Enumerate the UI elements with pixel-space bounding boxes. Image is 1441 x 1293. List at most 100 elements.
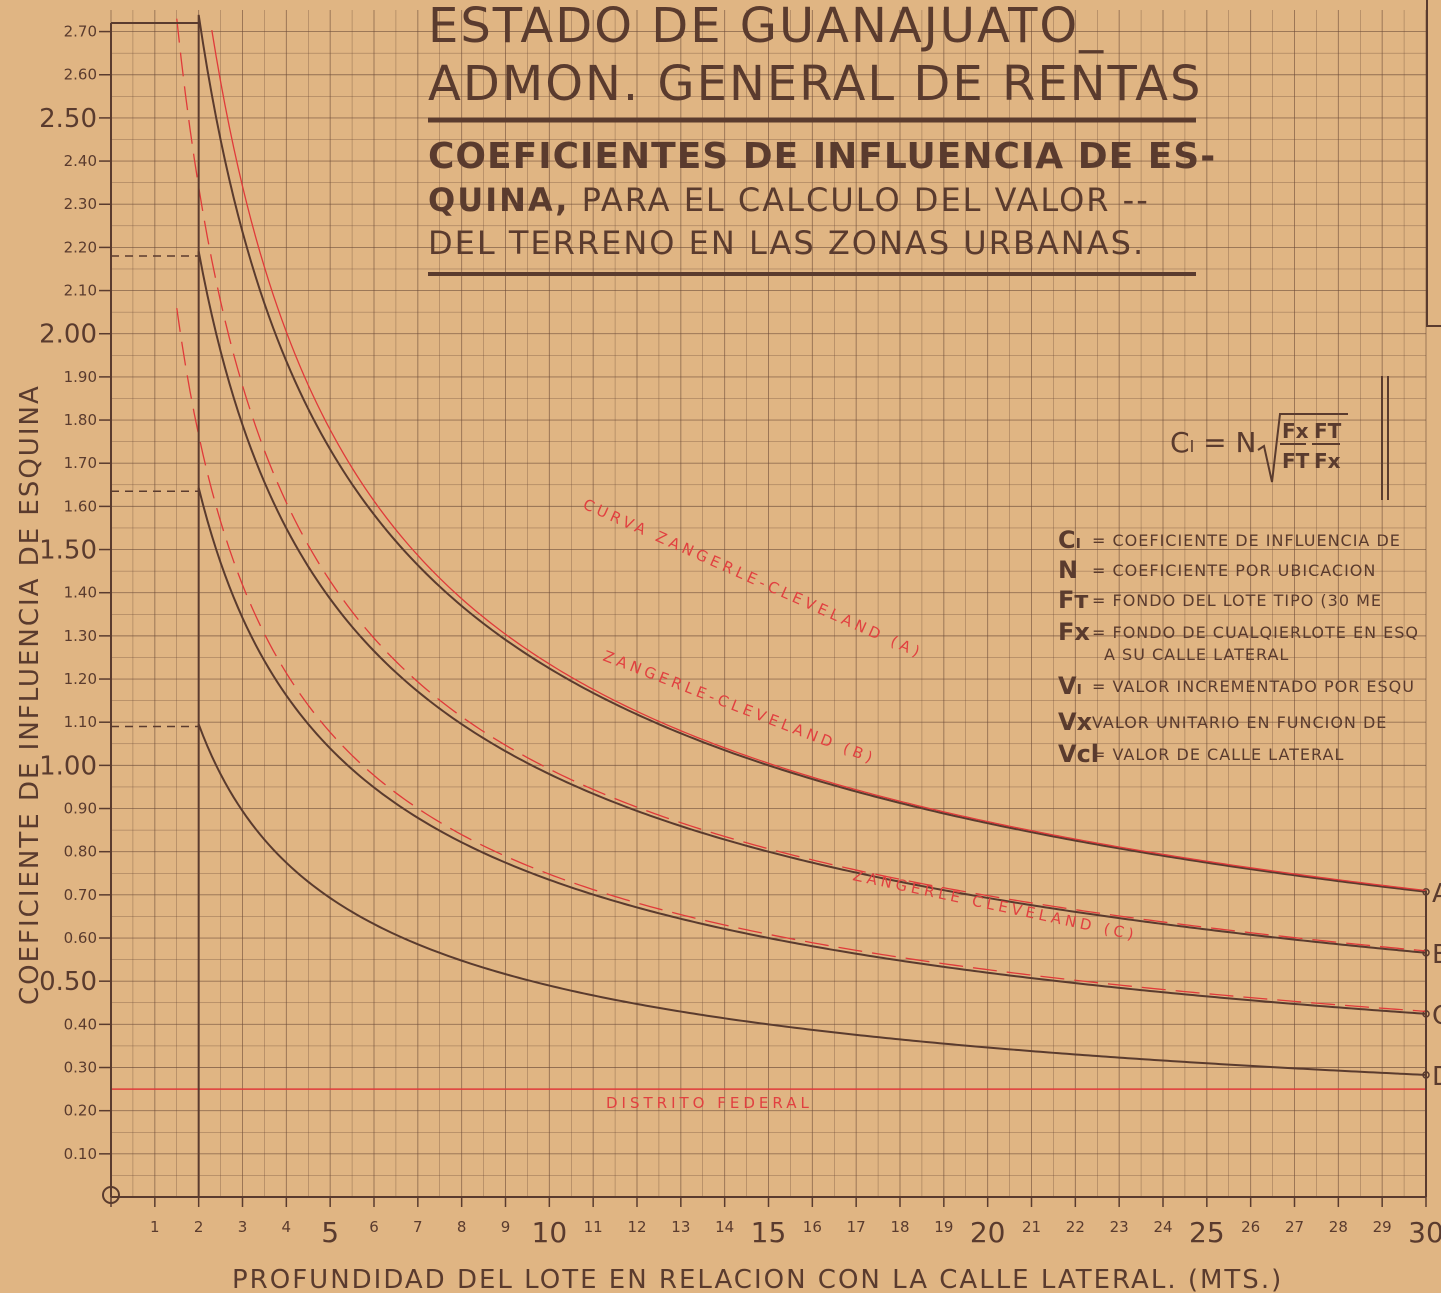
legend-text: = VALOR INCREMENTADO POR ESQU xyxy=(1092,677,1415,696)
legend-symbol: Fт xyxy=(1058,586,1088,614)
formula-root-sign xyxy=(1257,413,1348,483)
curve-end-label: B xyxy=(1432,940,1441,970)
legend-symbol: Fx xyxy=(1058,618,1090,646)
y-tick-label: 2.10 xyxy=(64,282,97,300)
curves-group: A B C D xyxy=(111,14,1441,1092)
legend-symbol: Vcl xyxy=(1058,740,1099,768)
x-tick-label: 24 xyxy=(1153,1218,1172,1236)
x-tick-label: 20 xyxy=(970,1216,1006,1249)
ref-label-c: ZANGERLE CLEVELAND (C) xyxy=(851,866,1139,944)
curve-end-label: C xyxy=(1432,1001,1441,1031)
x-tick-label: 13 xyxy=(671,1218,690,1236)
x-tick-label: 25 xyxy=(1189,1216,1225,1249)
x-tick-label: 12 xyxy=(627,1218,646,1236)
y-tick-label: 0.90 xyxy=(64,800,97,818)
legend-text: = FONDO DE CUALQIERLOTE EN ESQ xyxy=(1092,623,1419,642)
x-tick-label: 10 xyxy=(532,1216,568,1249)
y-tick-label: 0.20 xyxy=(64,1102,97,1120)
formula-den-2: Fx xyxy=(1314,449,1341,473)
x-tick-label: 26 xyxy=(1241,1218,1260,1236)
legend-symbol: Cₗ xyxy=(1058,526,1081,554)
x-tick-label: 11 xyxy=(584,1218,603,1236)
y-tick-label: 2.50 xyxy=(39,104,97,134)
x-tick-label: 2 xyxy=(194,1218,204,1236)
y-tick-label: 2.00 xyxy=(39,320,97,350)
x-tick-label: 4 xyxy=(282,1218,292,1236)
curve-a xyxy=(197,14,1427,893)
x-tick-label: 23 xyxy=(1110,1218,1129,1236)
curve-end-label: D xyxy=(1432,1062,1441,1092)
y-tick-label: 1.30 xyxy=(64,627,97,645)
curve-b xyxy=(197,251,1427,954)
x-tick-label: 21 xyxy=(1022,1218,1041,1236)
x-tick-label: 29 xyxy=(1373,1218,1392,1236)
subtitle-line-2-rest: PARA EL CALCULO DEL VALOR -- xyxy=(569,181,1149,219)
legend-symbol: Vₗ xyxy=(1058,672,1082,700)
y-tick-label: 0.10 xyxy=(64,1145,97,1163)
ref-label-a: CURVA ZANGERLE-CLEVELAND (A) xyxy=(580,495,926,662)
y-tick-label: 1.70 xyxy=(64,454,97,472)
x-tick-label: 22 xyxy=(1066,1218,1085,1236)
x-tick-label: 6 xyxy=(369,1218,379,1236)
axes-group: 0.10 0.20 0.30 0.40 0.50 0.60 0.70 0.80 0.90 1.00… xyxy=(39,21,1441,1249)
title-line-1: ESTADO DE GUANAJUATO_ xyxy=(428,0,1105,54)
x-tick-label: 3 xyxy=(238,1218,248,1236)
y-tick-label: 0.50 xyxy=(39,967,97,997)
y-tick-label: 2.70 xyxy=(64,23,97,41)
x-tick-label: 14 xyxy=(715,1218,734,1236)
x-tick-label: 15 xyxy=(751,1216,787,1249)
y-tick-label: 0.40 xyxy=(64,1015,97,1033)
x-tick-label: 30 xyxy=(1408,1216,1441,1249)
formula-lhs: Cₗ = N xyxy=(1170,426,1256,459)
y-tick-label: 2.40 xyxy=(64,152,97,170)
distrito-federal-label: DISTRITO FEDERAL xyxy=(606,1094,813,1112)
y-tick-label: 1.20 xyxy=(64,670,97,688)
x-tick-label: 18 xyxy=(890,1218,909,1236)
x-axis-label: PROFUNDIDAD DEL LOTE EN RELACION CON LA … xyxy=(232,1265,1283,1293)
x-tick-label: 5 xyxy=(321,1216,339,1249)
legend-text: = FONDO DEL LOTE TIPO (30 ME xyxy=(1092,591,1382,610)
subtitle-line-2: QUINA, PARA EL CALCULO DEL VALOR -- xyxy=(428,181,1150,219)
legend-text: = COEFICIENTE POR UBICACION xyxy=(1092,561,1376,580)
x-tick-label: 28 xyxy=(1329,1218,1348,1236)
y-tick-label: 1.90 xyxy=(64,368,97,386)
x-tick-label: 19 xyxy=(934,1218,953,1236)
y-tick-label: 1.60 xyxy=(64,497,97,515)
y-tick-label: 1.10 xyxy=(64,713,97,731)
x-tick-label: 7 xyxy=(413,1218,423,1236)
x-tick-label: 9 xyxy=(501,1218,511,1236)
legend-symbol: N xyxy=(1058,556,1078,584)
reference-curve-c xyxy=(176,308,1427,1013)
x-tick-label: 27 xyxy=(1285,1218,1304,1236)
legend-text: A SU CALLE LATERAL xyxy=(1104,645,1289,664)
y-axis-label: COEFICIENTE DE INFLUENCIA DE ESQUINA xyxy=(15,384,45,1005)
formula-den-1: FT xyxy=(1282,449,1310,473)
reference-curve-b xyxy=(176,18,1427,952)
legend: Cₗ = COEFICIENTE DE INFLUENCIA DE N = COEFI… xyxy=(1058,526,1419,768)
y-tick-label: 1.80 xyxy=(64,411,97,429)
curve-c xyxy=(197,487,1427,1015)
x-tick-label: 16 xyxy=(803,1218,822,1236)
y-tick-label: 2.30 xyxy=(64,195,97,213)
curve-end-label: A xyxy=(1432,879,1441,909)
y-tick-label: 0.80 xyxy=(64,843,97,861)
x-tick-label: 8 xyxy=(457,1218,467,1236)
y-tick-label: 2.20 xyxy=(64,238,97,256)
legend-symbol: Vx xyxy=(1058,708,1093,736)
y-tick-label: 0.30 xyxy=(64,1059,97,1077)
y-tick-label: 1.00 xyxy=(39,751,97,781)
title-line-2: ADMON. GENERAL DE RENTAS xyxy=(428,56,1202,112)
y-tick-label: 0.70 xyxy=(64,886,97,904)
y-tick-label: 1.40 xyxy=(64,584,97,602)
subtitle-line-2-bold: QUINA, xyxy=(428,181,569,219)
subtitle-line-3: DEL TERRENO EN LAS ZONAS URBANAS. xyxy=(428,224,1145,262)
legend-text: = COEFICIENTE DE INFLUENCIA DE xyxy=(1092,531,1401,550)
curve-d xyxy=(197,723,1427,1076)
legend-text: = VALOR DE CALLE LATERAL xyxy=(1092,745,1344,764)
top-right-box xyxy=(1426,0,1441,327)
reference-curve-a xyxy=(211,29,1427,892)
x-tick-label: 1 xyxy=(150,1218,160,1236)
formula-num-2: FT xyxy=(1314,419,1342,443)
y-tick-label: 2.60 xyxy=(64,66,97,84)
